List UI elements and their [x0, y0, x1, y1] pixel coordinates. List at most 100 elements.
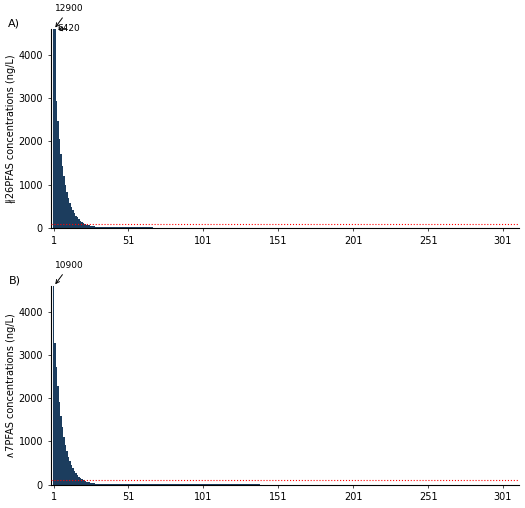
- Bar: [120, 484, 122, 485]
- Bar: [146, 484, 147, 485]
- Bar: [141, 484, 143, 485]
- Bar: [78, 219, 80, 228]
- Bar: [108, 227, 110, 228]
- Bar: [101, 227, 102, 228]
- Bar: [87, 482, 89, 485]
- Bar: [65, 444, 66, 485]
- Bar: [75, 215, 77, 228]
- Bar: [144, 484, 146, 485]
- Bar: [99, 227, 101, 228]
- Bar: [85, 224, 86, 228]
- Bar: [98, 484, 99, 485]
- Bar: [62, 427, 64, 485]
- Bar: [143, 484, 144, 485]
- Bar: [53, 285, 55, 485]
- Bar: [96, 484, 98, 485]
- Bar: [68, 457, 69, 485]
- Bar: [80, 478, 81, 485]
- Bar: [110, 484, 111, 485]
- Bar: [110, 227, 111, 228]
- Bar: [111, 484, 113, 485]
- Bar: [62, 166, 64, 228]
- Bar: [161, 484, 162, 485]
- Bar: [107, 484, 108, 485]
- Bar: [68, 198, 69, 228]
- Bar: [166, 484, 168, 485]
- Bar: [117, 227, 119, 228]
- Bar: [107, 227, 108, 228]
- Bar: [134, 484, 135, 485]
- Bar: [53, 29, 55, 228]
- Bar: [85, 481, 86, 485]
- Bar: [116, 484, 117, 485]
- Bar: [170, 484, 171, 485]
- Bar: [66, 192, 68, 228]
- Bar: [81, 221, 83, 228]
- Bar: [56, 367, 57, 485]
- Bar: [122, 484, 123, 485]
- Text: 6420: 6420: [57, 24, 80, 33]
- Bar: [60, 154, 62, 228]
- Bar: [117, 484, 119, 485]
- Bar: [104, 227, 106, 228]
- Bar: [162, 484, 164, 485]
- Text: 12900: 12900: [55, 4, 83, 26]
- Bar: [147, 484, 149, 485]
- Bar: [164, 484, 165, 485]
- Bar: [104, 484, 106, 485]
- Bar: [86, 482, 87, 485]
- Bar: [72, 210, 74, 228]
- Bar: [96, 227, 98, 228]
- Bar: [106, 227, 107, 228]
- Text: B): B): [8, 276, 20, 285]
- Bar: [136, 484, 138, 485]
- Bar: [55, 29, 56, 228]
- Bar: [75, 473, 77, 485]
- Bar: [111, 227, 113, 228]
- Bar: [129, 484, 131, 485]
- Bar: [98, 227, 99, 228]
- Bar: [95, 227, 96, 228]
- Bar: [89, 482, 90, 485]
- Bar: [132, 484, 134, 485]
- Bar: [65, 185, 66, 228]
- Bar: [135, 484, 137, 485]
- Bar: [114, 227, 116, 228]
- Bar: [119, 227, 120, 228]
- Bar: [114, 484, 116, 485]
- Bar: [80, 220, 81, 228]
- Bar: [106, 484, 107, 485]
- Bar: [116, 227, 117, 228]
- Bar: [92, 226, 93, 228]
- Bar: [138, 484, 140, 485]
- Bar: [108, 484, 110, 485]
- Bar: [55, 343, 56, 485]
- Bar: [165, 484, 166, 485]
- Bar: [90, 483, 92, 485]
- Bar: [56, 101, 57, 228]
- Bar: [113, 484, 114, 485]
- Bar: [59, 139, 60, 228]
- Bar: [69, 461, 71, 485]
- Bar: [89, 226, 90, 228]
- Bar: [102, 227, 104, 228]
- Bar: [125, 484, 126, 485]
- Bar: [71, 207, 72, 228]
- Bar: [57, 386, 59, 485]
- Bar: [72, 468, 74, 485]
- Bar: [93, 227, 95, 228]
- Y-axis label: ∦26PFAS concentrations (ng/L): ∦26PFAS concentrations (ng/L): [6, 54, 16, 203]
- Bar: [77, 217, 78, 228]
- Bar: [126, 484, 128, 485]
- Bar: [59, 402, 60, 485]
- Bar: [93, 484, 95, 485]
- Bar: [150, 484, 152, 485]
- Bar: [78, 477, 80, 485]
- Bar: [77, 475, 78, 485]
- Bar: [156, 484, 158, 485]
- Bar: [90, 226, 92, 228]
- Bar: [153, 484, 155, 485]
- Bar: [158, 484, 159, 485]
- Bar: [101, 484, 102, 485]
- Bar: [102, 484, 104, 485]
